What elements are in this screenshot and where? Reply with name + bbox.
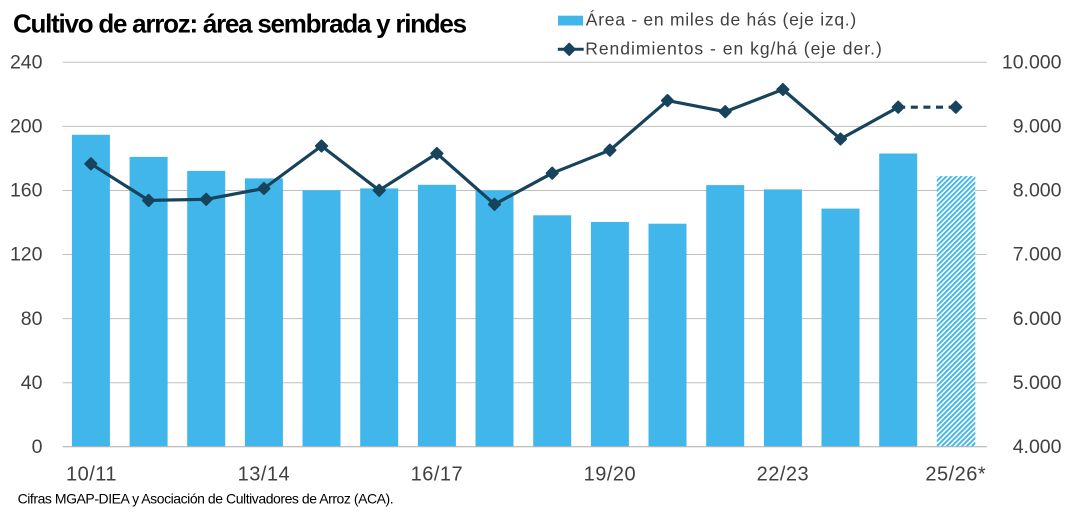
- svg-text:40: 40: [21, 372, 43, 394]
- svg-text:Cifras MGAP-DIEA y Asociación: Cifras MGAP-DIEA y Asociación de Cultiva…: [18, 491, 394, 507]
- svg-text:200: 200: [10, 116, 43, 138]
- svg-text:19/20: 19/20: [584, 464, 637, 486]
- svg-text:5.000: 5.000: [1013, 372, 1062, 394]
- svg-text:8.000: 8.000: [1013, 180, 1062, 202]
- svg-text:80: 80: [21, 308, 43, 330]
- svg-text:25/26*: 25/26*: [925, 464, 986, 486]
- svg-text:0: 0: [32, 436, 43, 458]
- svg-text:120: 120: [10, 244, 43, 266]
- svg-text:7.000: 7.000: [1013, 244, 1062, 266]
- svg-text:10.000: 10.000: [1002, 52, 1062, 74]
- svg-text:240: 240: [10, 52, 43, 74]
- svg-text:160: 160: [10, 180, 43, 202]
- svg-text:Cultivo de arroz: área sembrad: Cultivo de arroz: área sembrada y rindes: [13, 8, 467, 38]
- svg-text:13/14: 13/14: [238, 464, 291, 486]
- svg-text:Área - en miles de hás (eje iz: Área - en miles de hás (eje izq.): [586, 9, 857, 29]
- svg-text:22/23: 22/23: [757, 464, 810, 486]
- svg-text:6.000: 6.000: [1013, 308, 1062, 330]
- svg-text:16/17: 16/17: [411, 464, 464, 486]
- svg-text:Rendimientos - en kg/há (eje d: Rendimientos - en kg/há (eje der.): [585, 39, 883, 59]
- svg-text:4.000: 4.000: [1013, 436, 1062, 458]
- svg-text:10/11: 10/11: [66, 464, 117, 486]
- svg-text:9.000: 9.000: [1013, 116, 1062, 138]
